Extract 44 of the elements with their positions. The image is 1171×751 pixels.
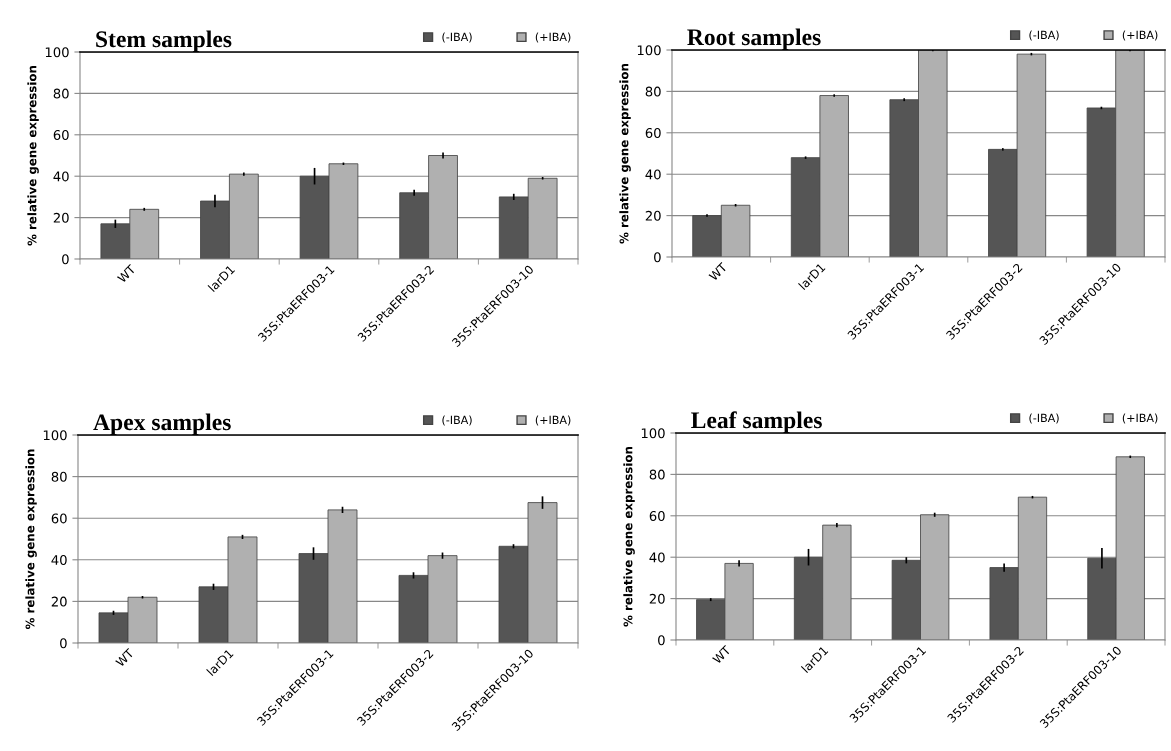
legend-label: (-IBA) [442, 415, 472, 426]
y-tick-label: 80 [645, 86, 661, 97]
y-axis-title: % relative gene expression [619, 64, 631, 244]
y-tick-label: 0 [62, 254, 69, 265]
y-axis-title: % relative gene expression [623, 447, 635, 627]
y-tick-label: 80 [649, 469, 665, 480]
legend-label: (-IBA) [442, 32, 472, 43]
y-tick-label: 40 [649, 552, 665, 563]
y-axis-title: % relative gene expression [27, 66, 39, 246]
chart-title: Stem samples [96, 30, 232, 52]
y-axis-title: % relative gene expression [25, 449, 37, 630]
y-tick-label: 40 [53, 171, 69, 182]
y-tick-label: 100 [637, 45, 661, 56]
y-tick-label: 20 [51, 596, 67, 607]
y-tick-label: 0 [658, 635, 665, 646]
y-tick-label: 100 [641, 428, 665, 439]
chart-title: Root samples [687, 28, 821, 50]
legend-label: (-IBA) [1029, 413, 1059, 424]
y-tick-label: 100 [43, 430, 67, 441]
y-tick-label: 20 [645, 210, 661, 221]
y-tick-label: 60 [51, 513, 67, 524]
x-tick-label: WT [712, 645, 732, 665]
chart-title: Leaf samples [691, 411, 822, 433]
y-tick-label: 20 [53, 212, 69, 223]
y-tick-label: 60 [645, 128, 661, 138]
y-tick-label: 60 [649, 511, 665, 521]
x-tick-label: WT [116, 264, 137, 284]
y-tick-label: 20 [649, 593, 665, 604]
x-tick-label: WT [708, 262, 728, 282]
y-tick-label: 0 [654, 252, 661, 263]
y-tick-label: 100 [45, 47, 69, 58]
x-tick-label: WT [115, 648, 135, 668]
y-tick-label: 80 [51, 471, 67, 482]
y-tick-label: 60 [53, 130, 69, 140]
chart-title: Apex samples [93, 413, 231, 435]
legend-label: (+IBA) [535, 415, 571, 426]
legend-label: (+IBA) [1122, 30, 1158, 41]
y-tick-label: 80 [53, 88, 69, 99]
y-tick-label: 0 [60, 638, 67, 649]
y-tick-label: 40 [51, 555, 67, 565]
y-tick-label: 40 [645, 169, 661, 180]
legend-label: (+IBA) [535, 32, 571, 43]
legend-label: (-IBA) [1029, 30, 1059, 41]
legend-label: (+IBA) [1122, 413, 1158, 424]
